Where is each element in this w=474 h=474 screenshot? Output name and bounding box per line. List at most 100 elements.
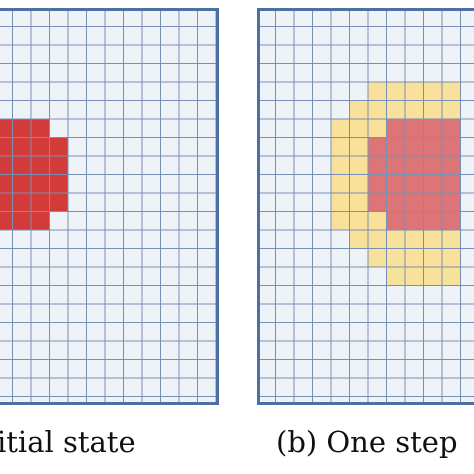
spread-cell bbox=[368, 82, 387, 101]
grid-border-bottom bbox=[257, 402, 474, 405]
spread-cell bbox=[423, 82, 443, 101]
panel-initial-state bbox=[0, 8, 219, 405]
infected-cell bbox=[423, 211, 443, 231]
spread-cell bbox=[386, 248, 406, 268]
spread-cell bbox=[349, 193, 369, 212]
infected-cell bbox=[386, 119, 406, 138]
spread-cell bbox=[331, 137, 350, 157]
spread-cell bbox=[349, 211, 369, 231]
spread-cell bbox=[368, 119, 387, 138]
spread-cell bbox=[442, 267, 461, 286]
spread-cell bbox=[442, 248, 461, 268]
infected-cell bbox=[442, 193, 461, 212]
spread-cell bbox=[331, 193, 350, 212]
infected-cell bbox=[423, 137, 443, 157]
spread-cell bbox=[386, 230, 406, 249]
infected-cell bbox=[12, 119, 32, 138]
infected-cell bbox=[31, 193, 50, 212]
spread-cell bbox=[405, 82, 424, 101]
infected-cell bbox=[423, 156, 443, 175]
grid-border-top bbox=[257, 8, 474, 11]
infected-cell bbox=[442, 174, 461, 194]
infected-cell bbox=[405, 174, 424, 194]
grid-border-left bbox=[257, 8, 260, 405]
infected-cell bbox=[49, 137, 69, 157]
spread-cell bbox=[405, 248, 424, 268]
infected-cell bbox=[386, 211, 406, 231]
spread-cell bbox=[423, 267, 443, 286]
infected-cell bbox=[0, 174, 13, 194]
grid-initial-state bbox=[0, 8, 219, 405]
infected-cell bbox=[0, 211, 13, 231]
spread-cell bbox=[368, 248, 387, 268]
infected-cell bbox=[405, 119, 424, 138]
infected-cell bbox=[386, 174, 406, 194]
infected-cell bbox=[386, 137, 406, 157]
infected-cell bbox=[49, 174, 69, 194]
infected-cell bbox=[442, 137, 461, 157]
spread-cell bbox=[442, 82, 461, 101]
infected-cell bbox=[0, 193, 13, 212]
spread-cell bbox=[405, 230, 424, 249]
infected-cell bbox=[49, 193, 69, 212]
caption-initial-state: itial state bbox=[0, 425, 136, 459]
spread-cell bbox=[349, 100, 369, 120]
infected-cell bbox=[49, 156, 69, 175]
infected-cell bbox=[368, 156, 387, 175]
spread-cell bbox=[405, 267, 424, 286]
spread-cell bbox=[442, 230, 461, 249]
infected-cell bbox=[405, 137, 424, 157]
spread-cell bbox=[349, 230, 369, 249]
infected-cell bbox=[31, 174, 50, 194]
grid-border-right bbox=[216, 8, 219, 405]
infected-cell bbox=[368, 193, 387, 212]
infected-cell bbox=[31, 137, 50, 157]
infected-cell bbox=[405, 193, 424, 212]
spread-cell bbox=[405, 100, 424, 120]
infected-cell bbox=[405, 156, 424, 175]
infected-cell bbox=[405, 211, 424, 231]
spread-cell bbox=[331, 156, 350, 175]
infected-cell bbox=[12, 137, 32, 157]
infected-cell bbox=[368, 137, 387, 157]
infected-cell bbox=[0, 137, 13, 157]
infected-cell bbox=[442, 156, 461, 175]
infected-cell bbox=[423, 174, 443, 194]
spread-cell bbox=[331, 211, 350, 231]
infected-cell bbox=[31, 156, 50, 175]
infected-cell bbox=[386, 156, 406, 175]
spread-cell bbox=[368, 100, 387, 120]
infected-cell bbox=[12, 193, 32, 212]
spread-cell bbox=[386, 267, 406, 286]
infected-cell bbox=[442, 119, 461, 138]
spread-cell bbox=[423, 248, 443, 268]
grid-one-step bbox=[257, 8, 474, 405]
spread-cell bbox=[349, 156, 369, 175]
spread-cell bbox=[349, 137, 369, 157]
infected-cell bbox=[31, 119, 50, 138]
spread-cell bbox=[331, 119, 350, 138]
infected-cell bbox=[0, 119, 13, 138]
infected-cell bbox=[0, 156, 13, 175]
spread-cell bbox=[386, 100, 406, 120]
infected-cell bbox=[12, 211, 32, 231]
infected-cell bbox=[423, 193, 443, 212]
spread-cell bbox=[368, 211, 387, 231]
infected-cell bbox=[368, 174, 387, 194]
grid-border-top bbox=[0, 8, 219, 11]
infected-cell bbox=[423, 119, 443, 138]
spread-cell bbox=[423, 100, 443, 120]
spread-cell bbox=[386, 82, 406, 101]
spread-cell bbox=[423, 230, 443, 249]
spread-cell bbox=[331, 174, 350, 194]
infected-cell bbox=[12, 174, 32, 194]
spread-cell bbox=[442, 100, 461, 120]
infected-cell bbox=[12, 156, 32, 175]
caption-one-step: (b) One step bbox=[276, 425, 458, 459]
infected-cell bbox=[386, 193, 406, 212]
infected-cell bbox=[442, 211, 461, 231]
grid-border-bottom bbox=[0, 402, 219, 405]
infected-cell bbox=[31, 211, 50, 231]
panel-one-step bbox=[257, 8, 474, 405]
spread-cell bbox=[349, 119, 369, 138]
